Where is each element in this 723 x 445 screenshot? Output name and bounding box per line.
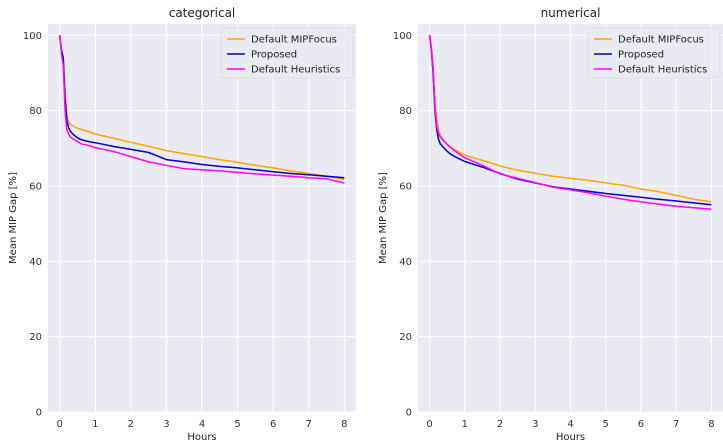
chart-title: numerical bbox=[541, 6, 601, 20]
y-tick-label: 40 bbox=[29, 257, 42, 268]
x-tick-label: 1 bbox=[462, 419, 468, 430]
y-tick-label: 0 bbox=[36, 408, 42, 419]
y-tick-label: 40 bbox=[399, 257, 412, 268]
legend-label: Default MIPFocus bbox=[618, 35, 704, 46]
y-tick-label: 100 bbox=[393, 31, 412, 42]
x-tick-label: 4 bbox=[199, 419, 205, 430]
legend: Default MIPFocus Proposed Default Heuristi… bbox=[587, 27, 721, 79]
x-tick-label: 5 bbox=[603, 419, 609, 430]
series-line-default-heuristics bbox=[428, 35, 712, 211]
x-tick-label: 7 bbox=[306, 419, 312, 430]
chart-panel-1: 0 1 2 3 4 5 6 7 8020406080100categoricalHoursMea… bbox=[8, 6, 356, 443]
legend-box bbox=[587, 27, 721, 79]
x-tick-label: 4 bbox=[567, 419, 573, 430]
y-tick-label: 80 bbox=[29, 106, 42, 117]
legend-label: Proposed bbox=[251, 50, 297, 61]
y-tick-label: 60 bbox=[29, 181, 42, 192]
legend-box bbox=[220, 27, 354, 79]
y-tick-label: 80 bbox=[399, 106, 412, 117]
x-tick-label: 6 bbox=[638, 419, 644, 430]
y-tick-label: 60 bbox=[399, 181, 412, 192]
x-axis-label: Hours bbox=[187, 432, 216, 443]
x-tick-label: 1 bbox=[92, 419, 98, 430]
x-tick-label: 8 bbox=[708, 419, 714, 430]
x-tick-label: 0 bbox=[426, 419, 432, 430]
x-tick-label: 8 bbox=[341, 419, 347, 430]
y-axis-label: Mean MIP Gap [%] bbox=[378, 172, 389, 264]
x-axis-label: Hours bbox=[556, 432, 585, 443]
x-tick-label: 6 bbox=[270, 419, 276, 430]
x-tick-label: 3 bbox=[532, 419, 538, 430]
y-tick-label: 20 bbox=[29, 332, 42, 343]
x-tick-label: 0 bbox=[57, 419, 63, 430]
y-tick-label: 0 bbox=[406, 408, 412, 419]
series-line-proposed bbox=[58, 35, 345, 179]
x-tick-label: 5 bbox=[234, 419, 240, 430]
x-tick-label: 2 bbox=[497, 419, 503, 430]
legend-label: Default Heuristics bbox=[251, 65, 340, 76]
legend-label: Default MIPFocus bbox=[251, 35, 337, 46]
series-line-default-heuristics bbox=[58, 35, 345, 184]
chart-panel-2: 0 1 2 3 4 5 6 7 8020406080100numericalHoursMean … bbox=[378, 6, 723, 443]
y-axis-label: Mean MIP Gap [%] bbox=[8, 172, 19, 264]
x-tick-label: 3 bbox=[163, 419, 169, 430]
legend: Default MIPFocus Proposed Default Heuristi… bbox=[220, 27, 354, 79]
series-line-default-mipfocus bbox=[428, 35, 712, 203]
y-tick-label: 100 bbox=[23, 31, 42, 42]
x-tick-label: 2 bbox=[128, 419, 134, 430]
chart-title: categorical bbox=[169, 6, 236, 20]
legend-label: Default Heuristics bbox=[618, 65, 707, 76]
x-tick-label: 7 bbox=[673, 419, 679, 430]
y-tick-label: 20 bbox=[399, 332, 412, 343]
legend-label: Proposed bbox=[618, 50, 664, 61]
